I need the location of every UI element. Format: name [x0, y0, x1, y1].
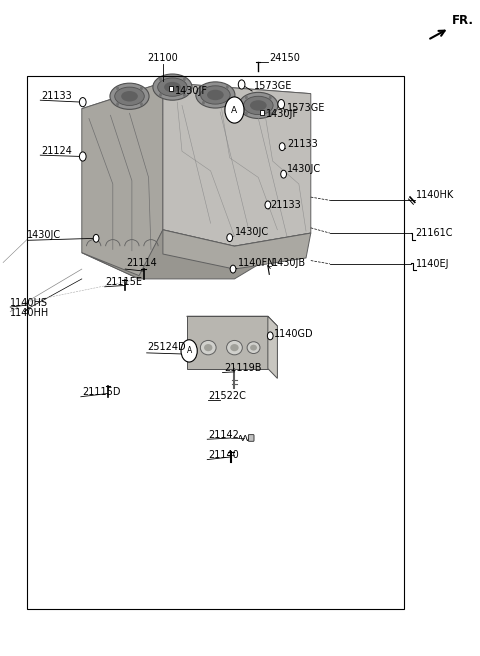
Circle shape	[202, 101, 205, 105]
Ellipse shape	[243, 96, 273, 115]
Ellipse shape	[164, 82, 181, 92]
Circle shape	[245, 112, 248, 115]
Circle shape	[279, 143, 285, 151]
Text: 21133: 21133	[287, 139, 318, 150]
Text: 21115E: 21115E	[106, 277, 143, 287]
Circle shape	[79, 152, 86, 161]
Circle shape	[159, 93, 162, 97]
Polygon shape	[187, 316, 277, 326]
Bar	[169, 87, 173, 91]
Ellipse shape	[115, 87, 144, 106]
Text: 1430JB: 1430JB	[272, 258, 306, 268]
Circle shape	[140, 87, 143, 91]
Text: 1140HK: 1140HK	[416, 190, 454, 199]
Circle shape	[202, 85, 205, 89]
Ellipse shape	[110, 83, 149, 110]
Circle shape	[159, 77, 162, 81]
Ellipse shape	[250, 344, 257, 350]
Circle shape	[265, 201, 271, 209]
Text: 21133: 21133	[270, 199, 301, 209]
Text: 21522C: 21522C	[208, 391, 246, 401]
Circle shape	[245, 96, 248, 100]
Bar	[260, 110, 264, 115]
Circle shape	[140, 102, 143, 106]
Text: 1430JF: 1430JF	[265, 108, 299, 119]
Ellipse shape	[227, 340, 242, 355]
Text: 1430JC: 1430JC	[234, 227, 269, 237]
Circle shape	[116, 87, 119, 91]
Text: 1140EJ: 1140EJ	[416, 259, 449, 269]
Text: 1430JC: 1430JC	[287, 163, 321, 173]
Circle shape	[225, 97, 244, 123]
Ellipse shape	[247, 342, 260, 354]
Ellipse shape	[153, 74, 192, 100]
Text: 21100: 21100	[147, 53, 178, 63]
Text: 1140FN: 1140FN	[238, 258, 276, 268]
Text: 25124D: 25124D	[148, 342, 186, 352]
Ellipse shape	[207, 90, 224, 100]
Polygon shape	[82, 83, 163, 279]
Text: 21161C: 21161C	[416, 228, 453, 237]
Ellipse shape	[239, 92, 278, 119]
Circle shape	[281, 171, 287, 178]
Text: 1430JC: 1430JC	[27, 230, 61, 240]
Ellipse shape	[250, 100, 267, 111]
Circle shape	[183, 93, 186, 97]
Circle shape	[226, 85, 229, 89]
Ellipse shape	[121, 91, 138, 102]
Text: 1140HH: 1140HH	[10, 308, 49, 318]
Text: 21124: 21124	[41, 146, 72, 156]
Text: FR.: FR.	[452, 14, 474, 27]
Ellipse shape	[230, 344, 239, 351]
Polygon shape	[163, 230, 311, 269]
Circle shape	[227, 234, 232, 241]
Text: 21115D: 21115D	[82, 388, 120, 398]
Text: 1430JF: 1430JF	[175, 87, 208, 96]
Circle shape	[267, 332, 273, 340]
Circle shape	[183, 77, 186, 81]
Text: 21133: 21133	[41, 91, 72, 101]
Circle shape	[238, 80, 245, 89]
Text: 21119B: 21119B	[224, 363, 262, 373]
Text: 1140GD: 1140GD	[274, 329, 314, 339]
Text: 1140HS: 1140HS	[10, 298, 48, 308]
Text: 21142: 21142	[208, 430, 239, 440]
Circle shape	[269, 112, 272, 115]
Circle shape	[79, 98, 86, 107]
Polygon shape	[82, 230, 311, 279]
Circle shape	[230, 265, 236, 273]
Ellipse shape	[204, 344, 213, 351]
Circle shape	[226, 101, 229, 105]
Text: 21114: 21114	[126, 258, 157, 268]
Polygon shape	[268, 316, 277, 379]
Bar	[27, 76, 404, 609]
Ellipse shape	[157, 78, 187, 96]
Circle shape	[93, 234, 99, 242]
Ellipse shape	[201, 86, 230, 104]
Circle shape	[116, 102, 119, 106]
Ellipse shape	[200, 340, 216, 355]
Polygon shape	[163, 83, 311, 246]
Polygon shape	[187, 316, 268, 369]
Text: 24150: 24150	[269, 53, 300, 63]
Circle shape	[186, 350, 192, 359]
FancyBboxPatch shape	[248, 435, 254, 441]
Circle shape	[181, 340, 197, 362]
Text: A: A	[231, 106, 238, 115]
Text: A: A	[187, 346, 192, 356]
Circle shape	[278, 100, 285, 109]
Polygon shape	[82, 83, 311, 120]
Circle shape	[269, 96, 272, 100]
Ellipse shape	[196, 82, 235, 108]
Text: 21140: 21140	[208, 450, 239, 461]
Text: 1573GE: 1573GE	[287, 103, 325, 113]
Text: 1573GE: 1573GE	[253, 81, 292, 91]
